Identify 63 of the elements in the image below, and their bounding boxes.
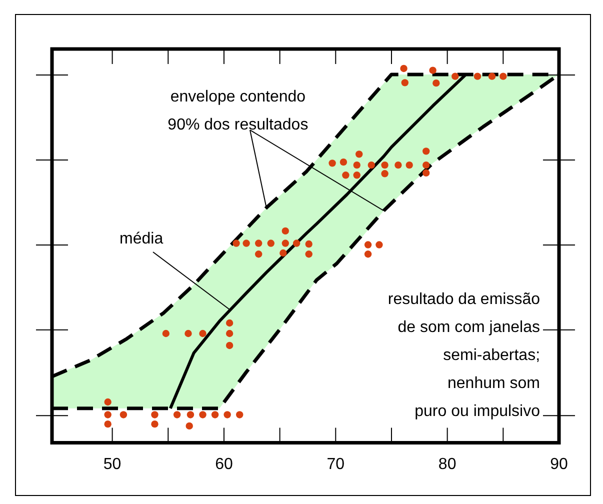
point <box>232 240 240 247</box>
point <box>422 169 430 177</box>
annotation: média <box>120 230 164 248</box>
point <box>452 72 459 80</box>
x-tick-label: 90 <box>550 456 568 473</box>
point <box>226 342 234 350</box>
point <box>381 161 388 169</box>
point <box>422 161 430 169</box>
point <box>162 330 170 338</box>
point <box>429 66 436 74</box>
point <box>305 240 312 248</box>
point <box>432 79 440 87</box>
point <box>282 227 289 235</box>
point <box>242 240 250 247</box>
annotation: envelope contendo 90% dos resultados <box>168 88 308 134</box>
point <box>364 241 372 248</box>
point <box>224 411 231 418</box>
point <box>342 172 350 179</box>
point <box>376 241 383 248</box>
point <box>406 161 413 169</box>
point <box>104 398 112 406</box>
point <box>500 72 507 80</box>
point <box>474 72 482 80</box>
point <box>292 240 300 247</box>
point <box>104 420 112 428</box>
point <box>422 148 430 155</box>
point <box>364 250 372 258</box>
point <box>340 158 348 166</box>
point <box>184 330 192 338</box>
point <box>381 170 388 178</box>
point <box>186 411 194 418</box>
point <box>254 250 262 258</box>
point <box>151 420 158 428</box>
point <box>353 161 360 169</box>
point <box>328 160 336 167</box>
point <box>280 249 287 257</box>
point <box>151 411 158 418</box>
point <box>394 161 402 169</box>
point <box>282 240 289 247</box>
x-tick-label: 70 <box>326 456 345 473</box>
point <box>186 422 193 430</box>
point <box>401 79 408 86</box>
point <box>226 330 234 338</box>
point <box>353 172 360 179</box>
point <box>254 240 262 247</box>
point <box>199 330 206 338</box>
point <box>211 411 219 418</box>
point <box>199 411 206 418</box>
point <box>120 411 128 418</box>
x-tick-label: 80 <box>438 456 456 473</box>
point <box>267 240 274 247</box>
point <box>400 64 408 72</box>
x-tick-label: 60 <box>215 456 233 473</box>
annotation: resultado da emissão de som com janelas semi-abertas; nenhum som puro ou impulsivo <box>388 290 540 420</box>
point <box>488 72 496 80</box>
point <box>173 411 181 418</box>
point <box>104 411 112 418</box>
point <box>356 150 363 158</box>
point <box>236 411 244 418</box>
point <box>368 161 375 169</box>
x-tick-label: 50 <box>103 456 122 473</box>
point <box>305 250 312 258</box>
point <box>226 319 234 327</box>
